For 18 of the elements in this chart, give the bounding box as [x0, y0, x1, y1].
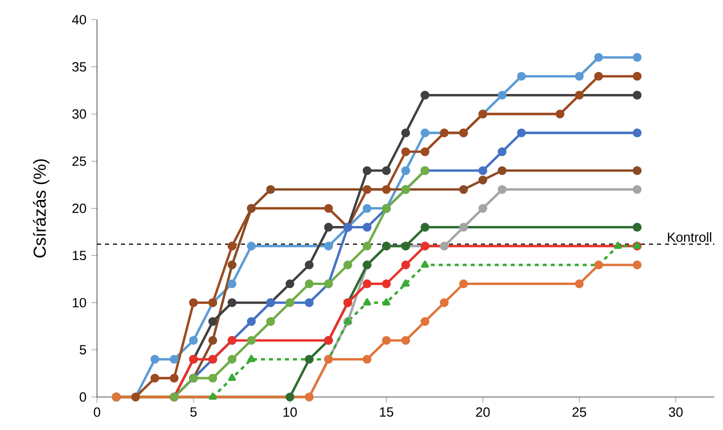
- y-axis-title: Csírázás (%): [32, 159, 50, 258]
- x-tick-label: 10: [284, 407, 297, 417]
- x-tick-label: 15: [380, 407, 394, 417]
- y-tick-label: 40: [72, 14, 86, 24]
- y-tick-label: 15: [72, 250, 86, 260]
- x-tick-label: 25: [572, 407, 586, 417]
- x-tick-label: 30: [668, 407, 683, 417]
- x-tick-label: 20: [476, 407, 490, 417]
- y-tick-label: 5: [80, 345, 86, 354]
- y-tick-label: 30: [72, 109, 86, 119]
- x-tick-label: 5: [190, 407, 197, 417]
- y-tick-label: 35: [72, 62, 86, 72]
- y-tick-label: 0: [80, 392, 86, 402]
- y-tick-label: 25: [72, 156, 86, 166]
- ref-line-label: Kontroll: [668, 232, 712, 242]
- y-tick-label: 10: [72, 298, 86, 308]
- y-tick-label: 20: [72, 204, 86, 214]
- x-tick-label: 0: [94, 407, 100, 417]
